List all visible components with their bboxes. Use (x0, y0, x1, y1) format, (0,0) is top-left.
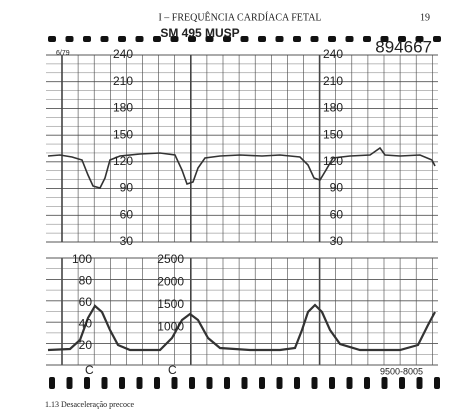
sprocket-hole (188, 36, 196, 42)
running-header: I – FREQUÊNCIA CARDÍACA FETAL (158, 11, 321, 23)
sprocket-hole (66, 377, 73, 389)
sprocket-hole (224, 377, 230, 389)
uc-scale-label: 40 (79, 316, 93, 330)
sprocket-hole (84, 377, 90, 389)
fhr-scale-label: 30 (120, 234, 134, 248)
sprocket-hole (294, 377, 300, 389)
caption: 1.13 Desaceleração precoce (45, 400, 135, 409)
sprocket-hole (205, 36, 214, 42)
sprocket-hole (345, 36, 354, 42)
strip-number: 894667 (375, 37, 432, 56)
fhr-scale-label: 120 (113, 154, 133, 168)
fhr-scale-label: 240 (323, 47, 343, 61)
sprocket-hole (154, 377, 160, 389)
strip-code: 9500-8005 (380, 366, 423, 376)
sprocket-hole (433, 36, 441, 42)
strip-mark: C (85, 363, 94, 377)
fhr-scale-label: 210 (113, 74, 133, 88)
sprocket-hole (258, 36, 266, 42)
sprocket-hole (293, 36, 301, 42)
fhr-scale-label: 180 (113, 101, 133, 115)
sprocket-hole (275, 36, 284, 42)
sprocket-hole (311, 377, 318, 389)
sprocket-hole (136, 377, 143, 389)
sprocket-hole (381, 377, 388, 389)
sprocket-hole (259, 377, 265, 389)
sprocket-hole (329, 377, 335, 389)
sprocket-hole (399, 377, 405, 389)
uc-scale-label: 1500 (157, 297, 184, 311)
sprocket-hole (223, 36, 231, 42)
uc-scale-label: 2500 (157, 252, 184, 266)
sprocket-hole (363, 36, 371, 42)
page-number: 19 (420, 12, 430, 23)
uc-scale-label: 1000 (157, 320, 184, 334)
sprocket-hole (65, 36, 74, 42)
sprocket-hole (241, 377, 248, 389)
sprocket-hole (49, 377, 55, 389)
sprocket-holes (48, 36, 441, 389)
sprocket-hole (415, 36, 424, 42)
fhr-scale-label: 30 (330, 234, 344, 248)
sprocket-hole (206, 377, 213, 389)
sprocket-hole (171, 377, 178, 389)
strip-date: 6/79 (56, 50, 70, 57)
sprocket-hole (135, 36, 144, 42)
sprocket-hole (346, 377, 353, 389)
sprocket-hole (100, 36, 109, 42)
uc-scale-label: 20 (79, 338, 93, 352)
uc-scale-label: 80 (79, 274, 93, 288)
sprocket-hole (398, 36, 406, 42)
uc-scale-label: 2000 (157, 275, 184, 289)
sprocket-hole (101, 377, 108, 389)
strip-mark: C (168, 363, 177, 377)
sprocket-hole (83, 36, 91, 42)
fhr-scale-label: 150 (323, 127, 343, 141)
sprocket-hole (240, 36, 249, 42)
sprocket-hole (276, 377, 283, 389)
sprocket-hole (328, 36, 336, 42)
fhr-scale-label: 60 (330, 207, 344, 221)
sprocket-hole (118, 36, 126, 42)
uc-scale-label: 100 (72, 252, 92, 266)
sprocket-hole (380, 36, 389, 42)
sprocket-hole (170, 36, 179, 42)
sprocket-hole (153, 36, 161, 42)
sprocket-hole (119, 377, 125, 389)
fhr-scale-label: 120 (323, 154, 343, 168)
sprocket-hole (364, 377, 370, 389)
sprocket-hole (189, 377, 195, 389)
fhr-scale-label: 60 (120, 207, 134, 221)
sprocket-hole (48, 36, 56, 42)
fhr-scale-label: 210 (323, 74, 343, 88)
fhr-scale-label: 90 (120, 181, 134, 195)
strip-id: SM 495 MUSP (160, 26, 239, 40)
fhr-scale-label: 150 (113, 127, 133, 141)
sprocket-hole (310, 36, 319, 42)
sprocket-hole (434, 377, 440, 389)
fhr-scale-label: 240 (113, 47, 133, 61)
uc-scale-label: 60 (79, 295, 93, 309)
fhr-scale-label: 90 (330, 181, 344, 195)
uc-trace (47, 303, 436, 352)
fhr-trace (47, 146, 436, 189)
fhr-scale-label: 180 (323, 101, 343, 115)
sprocket-hole (416, 377, 423, 389)
